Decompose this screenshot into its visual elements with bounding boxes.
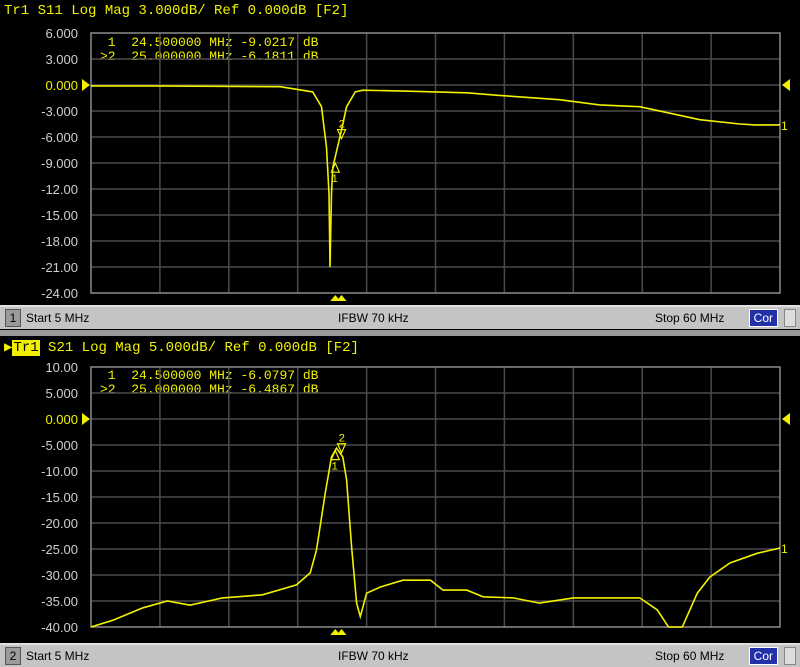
marker-readout-2: >2 25.000000 MHz -6.1811 dB (100, 50, 318, 64)
stop-frequency[interactable]: Stop 60 MHz (655, 311, 725, 325)
marker-readout-2: >2 25.000000 MHz -6.4867 dB (100, 383, 318, 397)
channel-1-panel[interactable]: Tr1 S11 Log Mag 3.000dB/ Ref 0.000dB [F2… (0, 0, 800, 330)
marker-readout-1: 1 24.500000 MHz -9.0217 dB (100, 35, 319, 50)
marker-value: -9.0217 dB (240, 35, 319, 50)
start-frequency[interactable]: Start 5 MHz (26, 649, 90, 663)
marker-value: -6.4867 dB (240, 382, 319, 397)
marker-readout-1: 1 24.500000 MHz -6.0797 dB (100, 368, 319, 383)
start-frequency[interactable]: Start 5 MHz (26, 311, 90, 325)
marker-freq: 25.000000 MHz (131, 382, 233, 397)
channel-number[interactable]: 2 (5, 647, 21, 665)
cor-button[interactable]: Cor (748, 309, 778, 327)
status-end-box (784, 309, 796, 327)
channel-2-title: ▶Tr1 S21 Log Mag 5.000dB/ Ref 0.000dB [F… (4, 339, 359, 356)
marker-value: -6.1811 dB (240, 49, 319, 64)
cor-button[interactable]: Cor (748, 647, 778, 665)
active-trace-badge[interactable]: Tr1 (12, 340, 40, 356)
marker-freq: 25.000000 MHz (131, 49, 233, 64)
channel-1-status-bar: 1 Start 5 MHz IFBW 70 kHz Stop 60 MHz Co… (0, 305, 800, 329)
channel-2-status-bar: 2 Start 5 MHz IFBW 70 kHz Stop 60 MHz Co… (0, 643, 800, 667)
marker-freq: 24.500000 MHz (131, 368, 233, 383)
channel-2-title-text: S21 Log Mag 5.000dB/ Ref 0.000dB [F2] (39, 340, 359, 356)
stop-frequency[interactable]: Stop 60 MHz (655, 649, 725, 663)
marker-id: 1 (100, 35, 116, 50)
ifbw[interactable]: IFBW 70 kHz (338, 311, 409, 325)
ifbw[interactable]: IFBW 70 kHz (338, 649, 409, 663)
marker-freq: 24.500000 MHz (131, 35, 233, 50)
channel-2-panel[interactable]: ▶Tr1 S21 Log Mag 5.000dB/ Ref 0.000dB [F… (0, 336, 800, 667)
marker-id: >2 (100, 49, 116, 64)
marker-id: 1 (100, 368, 116, 383)
channel-1-title: Tr1 S11 Log Mag 3.000dB/ Ref 0.000dB [F2… (4, 3, 349, 19)
channel-number[interactable]: 1 (5, 309, 21, 327)
active-trace-arrow-icon: ▶ (4, 340, 13, 356)
marker-id: >2 (100, 382, 116, 397)
channel-separator (0, 330, 800, 336)
marker-value: -6.0797 dB (240, 368, 319, 383)
status-end-box (784, 647, 796, 665)
